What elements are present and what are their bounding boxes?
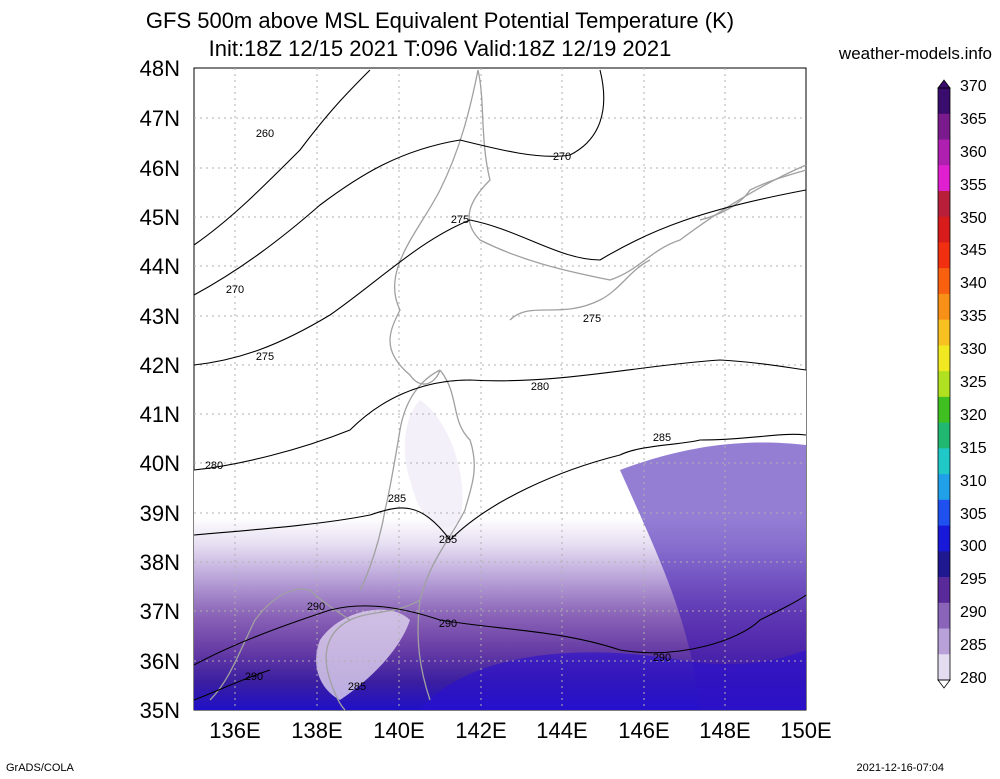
colorbar-swatch — [938, 371, 950, 398]
colorbar-bottom-arrow — [937, 679, 951, 689]
colorbar-label: 295 — [960, 571, 987, 589]
colorbar-swatch — [938, 396, 950, 424]
map-panel: 260 270 270 275 275 275 280 280 285 285 … — [193, 67, 807, 711]
y-tick-label: 35N — [139, 698, 180, 723]
light-streak — [404, 400, 463, 528]
y-tick-label: 39N — [139, 501, 180, 526]
colorbar-label: 320 — [960, 406, 987, 424]
contour-label: 275 — [256, 351, 274, 363]
colorbar-label: 365 — [960, 110, 987, 128]
y-tick-label: 44N — [139, 254, 180, 279]
contour-label: 275 — [451, 214, 469, 226]
colorbar-label: 300 — [960, 538, 987, 556]
x-tick-label: 142E — [455, 718, 507, 743]
x-tick-label: 144E — [536, 718, 588, 743]
contours — [193, 69, 807, 701]
colorbar-swatch — [938, 139, 950, 166]
contour-label: 275 — [583, 313, 601, 325]
contour-label: 280 — [531, 381, 549, 393]
contour-label: 280 — [205, 460, 223, 472]
warm-core-east — [620, 442, 806, 710]
y-tick-label: 43N — [139, 304, 180, 329]
y-tick-label: 42N — [139, 353, 180, 378]
graticule — [194, 68, 806, 710]
contour-label: 290 — [439, 618, 457, 630]
colorbar-swatch — [938, 448, 950, 475]
y-tick-label: 37N — [139, 599, 180, 624]
colorbar-label: 285 — [960, 637, 987, 655]
colorbar-label: 280 — [960, 670, 987, 687]
colorbar-label: 340 — [960, 275, 987, 293]
x-tick-label: 146E — [618, 718, 670, 743]
warm-core-south — [420, 650, 806, 710]
y-tick-label: 45N — [139, 205, 180, 230]
colorbar-swatch — [938, 88, 950, 115]
colorbar-swatch — [938, 422, 950, 449]
colorbar-label: 330 — [960, 341, 987, 359]
light-streak-2 — [316, 609, 410, 700]
colorbar-top-arrow — [937, 79, 951, 89]
colorbar-swatch — [938, 216, 950, 243]
colorbar-label: 305 — [960, 505, 987, 523]
site-label: weather-models.info — [838, 44, 992, 63]
coastlines — [209, 69, 807, 711]
y-tick-label: 46N — [139, 156, 180, 181]
contour-label: 285 — [653, 432, 671, 444]
x-tick-label: 140E — [373, 718, 425, 743]
footer-software: GrADS/COLA — [6, 762, 74, 774]
colorbar-swatch — [938, 293, 950, 321]
y-tick-label: 47N — [139, 106, 180, 131]
footer-timestamp: 2021-12-16-07:04 — [856, 762, 944, 774]
contour-labels: 260 270 270 275 275 275 280 280 285 285 … — [205, 128, 671, 693]
y-tick-label: 38N — [139, 550, 180, 575]
contour-label: 285 — [348, 681, 366, 693]
chart-title: GFS 500m above MSL Equivalent Potential … — [145, 8, 735, 33]
colorbar-label: 310 — [960, 472, 987, 490]
contour-label: 290 — [653, 652, 671, 664]
contour-label: 270 — [226, 284, 244, 296]
x-tick-label: 150E — [780, 718, 832, 743]
y-tick-label: 40N — [139, 451, 180, 476]
x-tick-label: 148E — [699, 718, 751, 743]
colorbar-swatch — [938, 268, 950, 295]
contour-label: 285 — [388, 493, 406, 505]
colorbar-label: 345 — [960, 242, 987, 260]
colorbar-swatch — [938, 345, 950, 372]
colorbar-swatch — [938, 113, 950, 140]
contour-label: 260 — [256, 128, 274, 140]
colorbar-swatch — [938, 319, 950, 346]
y-tick-label: 36N — [139, 649, 180, 674]
y-tick-label: 41N — [139, 402, 180, 427]
colorbar-swatch — [938, 474, 950, 501]
colorbar-swatch — [938, 165, 950, 192]
contour-label: 285 — [439, 534, 457, 546]
colorbar-label: 370 — [960, 78, 987, 95]
colorbar-swatch — [938, 242, 950, 269]
colorbar-label: 360 — [960, 143, 987, 161]
colorbar-swatch — [938, 577, 950, 604]
colorbar-label: 325 — [960, 374, 987, 391]
chart-subtitle: Init:18Z 12/15 2021 T:096 Valid:18Z 12/1… — [208, 36, 672, 61]
colorbar-label: 350 — [960, 209, 987, 227]
colorbar-swatch — [938, 190, 950, 218]
colorbar — [937, 79, 951, 689]
colorbar-swatch — [938, 551, 950, 578]
colorbar-swatch — [938, 628, 950, 655]
colorbar-swatch — [938, 525, 950, 552]
colorbar-label: 355 — [960, 176, 987, 194]
colorbar-label: 315 — [960, 439, 987, 457]
contour-label: 270 — [553, 151, 571, 163]
colorbar-label: 290 — [960, 604, 987, 622]
x-tick-label: 138E — [291, 718, 343, 743]
contour-label: 290 — [245, 671, 263, 683]
x-tick-label: 136E — [209, 718, 261, 743]
colorbar-label: 335 — [960, 308, 987, 326]
colorbar-swatch — [938, 654, 950, 681]
colorbar-swatch — [938, 499, 950, 527]
colorbar-swatch — [938, 602, 950, 630]
contour-label: 290 — [307, 601, 325, 613]
y-tick-label: 48N — [139, 56, 180, 81]
